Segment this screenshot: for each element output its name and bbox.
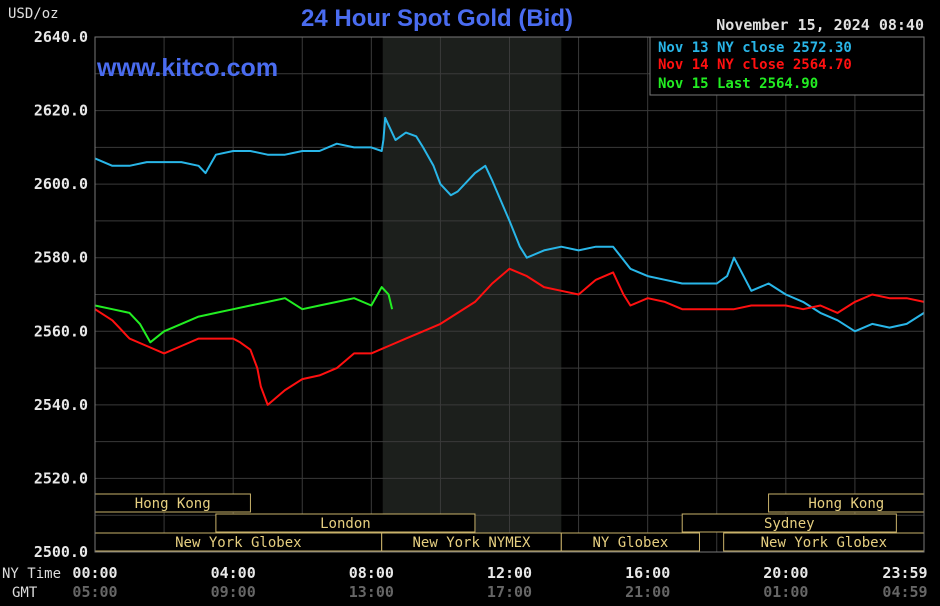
- watermark: www.kitco.com: [96, 54, 278, 82]
- y-tick-label: 2540.0: [34, 396, 88, 414]
- session-label: Sydney: [764, 516, 815, 532]
- x-tick-label-gmt: 05:00: [72, 583, 117, 601]
- x-tick-label-ny: 23:59: [882, 564, 927, 582]
- session-label: London: [320, 516, 371, 532]
- x-tick-label-ny: 16:00: [625, 564, 670, 582]
- y-tick-label: 2500.0: [34, 543, 88, 561]
- x-tick-label-gmt: 17:00: [487, 583, 532, 601]
- x-tick-label-gmt: 01:00: [763, 583, 808, 601]
- session-box: [215, 513, 476, 533]
- x-tick-label-gmt: 04:59: [882, 583, 927, 601]
- legend-item-nov14: Nov 14 NY close 2564.70: [658, 57, 852, 73]
- unit-label: USD/oz: [8, 6, 59, 22]
- series-line-nov-15: [94, 286, 394, 344]
- plot-frame: [94, 36, 925, 553]
- grid-lines: [95, 37, 924, 552]
- session-label: Hong Kong: [135, 496, 211, 512]
- x-tick-label-ny: 20:00: [763, 564, 808, 582]
- y-tick-label: 2620.0: [34, 102, 88, 120]
- legend-item-nov13: Nov 13 NY close 2572.30: [658, 40, 852, 56]
- x-tick-label-gmt: 09:00: [211, 583, 256, 601]
- x-tick-label-gmt: 13:00: [349, 583, 394, 601]
- x-tick-label-ny: 08:00: [349, 564, 394, 582]
- legend: Nov 13 NY close 2572.30 Nov 14 NY close …: [649, 36, 925, 96]
- price-series: [94, 116, 925, 406]
- y-tick-label: 2560.0: [34, 322, 88, 340]
- legend-item-nov15: Nov 15 Last 2564.90: [658, 76, 818, 92]
- y-tick-label: 2600.0: [34, 175, 88, 193]
- session-box: [681, 513, 897, 533]
- x-tick-label-ny: 04:00: [211, 564, 256, 582]
- y-axis-ticks: 2640.0 2620.0 2600.0 2580.0 2560.0 2540.0 2520…: [34, 28, 88, 561]
- session-label: New York NYMEX: [412, 535, 531, 551]
- legend-box: [649, 36, 925, 96]
- session-label: Hong Kong: [808, 496, 884, 512]
- y-tick-label: 2640.0: [34, 28, 88, 46]
- x-tick-label-ny: 00:00: [72, 564, 117, 582]
- session-label: NY Globex: [592, 535, 668, 551]
- session-label: New York Globex: [761, 535, 887, 551]
- trading-sessions: Hong Kong Hong Kong London Sydney New York G…: [94, 493, 925, 552]
- session-label: New York Globex: [175, 535, 301, 551]
- y-tick-label: 2520.0: [34, 469, 88, 487]
- series-line-nov-14: [94, 267, 925, 406]
- x-tick-label-ny: 12:00: [487, 564, 532, 582]
- session-box: [560, 532, 700, 552]
- x-row-label-gmt: GMT: [12, 585, 38, 601]
- chart-title: 24 Hour Spot Gold (Bid): [301, 5, 573, 32]
- timestamp: November 15, 2024 08:40: [716, 16, 924, 34]
- y-tick-label: 2580.0: [34, 249, 88, 267]
- x-tick-label-gmt: 21:00: [625, 583, 670, 601]
- series-line-nov-13: [94, 116, 925, 333]
- x-row-label-ny: NY Time: [2, 566, 61, 582]
